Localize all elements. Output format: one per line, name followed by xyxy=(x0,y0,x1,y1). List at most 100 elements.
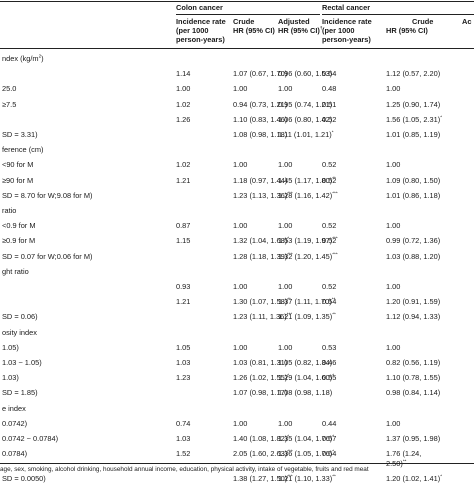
c-adj-cell: 1.06 (0.80, 1.42) xyxy=(278,114,333,124)
table-row: 1.05) 1.05 1.00 1.00 0.53 1.00 xyxy=(0,340,474,355)
r-crude-cell: 1.00 xyxy=(386,282,401,291)
r-inc-cell: 0.52 xyxy=(322,175,337,185)
section-row: osity index xyxy=(0,325,474,340)
r-inc-cell: 0.64 xyxy=(322,449,337,459)
significance-marker: *** xyxy=(332,251,338,257)
label-cell: ference (cm) xyxy=(2,145,44,155)
label-cell: 0.0784) xyxy=(2,449,28,459)
c-adj-cell: 1.00 xyxy=(278,342,293,352)
significance-marker: * xyxy=(287,372,290,378)
significance-marker: * xyxy=(440,114,443,120)
c-inc-cell: 1.21 xyxy=(176,175,191,185)
table-row: 0.93 1.00 1.00 0.52 1.00 xyxy=(0,279,474,294)
c-crude-cell: 1.00 xyxy=(233,160,248,170)
significance-marker: ** xyxy=(331,296,336,302)
c-inc-cell: 1.05 xyxy=(176,342,191,352)
significance-marker: * xyxy=(440,473,443,479)
r-inc-cell: 0.53 xyxy=(322,342,337,352)
c-adj-cell: 1.36 (1.05, 1.76)* xyxy=(278,448,335,459)
r-inc-cell: 0.52 xyxy=(322,236,337,246)
table-row: SD = 8.70 for W;9.08 for M) 1.23 (1.13, 1… xyxy=(0,188,474,203)
r-crude-cell: 1.01 (0.86, 1.18) xyxy=(386,190,441,200)
c-crude-cell: 1.07 (0.98, 1.17) xyxy=(233,388,288,398)
section-row: ndex (kg/m2) xyxy=(0,51,474,66)
c-inc-cell: 0.74 xyxy=(176,418,191,428)
table-row: ≥7.5 1.02 0.94 (0.73, 1.21) 0.95 (0.74, 1.2… xyxy=(0,97,474,112)
rectal-cancer-header: Rectal cancer xyxy=(322,3,371,12)
c-inc-cell: 1.14 xyxy=(176,69,191,79)
label-cell: SD = 3.31) xyxy=(2,130,38,139)
table-row: <0.9 for M 0.87 1.00 1.00 0.52 1.00 xyxy=(0,218,474,233)
section-row: e index xyxy=(0,401,474,416)
table-row: 1.14 1.07 (0.67, 1.70) 0.96 (0.60, 1.53) 0.… xyxy=(0,66,474,81)
r-inc-cell: 0.51 xyxy=(322,99,337,109)
c-crude-cell: 1.00 xyxy=(233,282,248,291)
r-crude-cell: 1.56 (1.05, 2.31)* xyxy=(386,114,443,124)
c-inc-cell: 1.15 xyxy=(176,236,191,246)
r-inc-cell: 0.52 xyxy=(322,114,337,124)
c-crude-cell: 1.18 (0.97, 1.44) xyxy=(233,175,288,185)
bottom-rule xyxy=(0,463,474,464)
table-row: ≥0.9 for M 1.15 1.32 (1.04, 1.68)* 1.53 (1.… xyxy=(0,233,474,248)
r-inc-cell: 0.48 xyxy=(322,84,337,94)
label-cell: SD = 8.70 for W;9.08 for M) xyxy=(2,190,93,200)
significance-marker: * xyxy=(332,372,335,378)
rectal-incidence-header-3: person-years) xyxy=(322,35,371,44)
label-cell: ≥90 for M xyxy=(2,175,34,185)
table-row: 25.0 1.00 1.00 1.00 0.48 1.00 xyxy=(0,81,474,96)
c-adj-cell: 1.21 (1.10, 1.33)** xyxy=(278,473,336,484)
label-cell: ≥7.5 xyxy=(2,99,17,109)
table-row: 0.0742) 0.74 1.00 1.00 0.44 1.00 xyxy=(0,416,474,431)
r-crude-cell: 0.82 (0.56, 1.19) xyxy=(386,358,441,367)
label-cell: 1.03 ~ 1.05) xyxy=(2,358,42,367)
r-crude-cell: 1.00 xyxy=(386,418,401,428)
r-crude-cell: 1.76 (1.24, xyxy=(386,449,422,459)
c-inc-cell: 1.23 xyxy=(176,373,191,383)
label-cell: <0.9 for M xyxy=(2,221,36,231)
r-crude-cell: 1.20 (0.91, 1.59) xyxy=(386,297,441,307)
colon-incidence-header-1: Incidence rate xyxy=(176,17,226,26)
c-inc-cell: 0.87 xyxy=(176,221,191,231)
c-crude-cell: 1.28 (1.18, 1.39)*** xyxy=(233,251,293,261)
significance-marker: * xyxy=(331,129,334,135)
significance-marker: * xyxy=(287,433,290,439)
table-row: 1.26 1.10 (0.83, 1.46) 1.06 (0.80, 1.42) 0.… xyxy=(0,112,474,127)
label-cell: <90 for M xyxy=(2,160,34,170)
r-crude-cell: 1.01 (0.85, 1.19) xyxy=(386,130,441,139)
c-crude-cell: 1.23 (1.11, 1.36)*** xyxy=(233,311,293,322)
table-row: SD = 1.85) 1.07 (0.98, 1.17) 1.08 (0.98, 1… xyxy=(0,385,474,400)
r-crude-cell: 1.10 (0.78, 1.55) xyxy=(386,373,441,383)
c-crude-cell: 1.00 xyxy=(233,418,248,428)
rectal-group-rule xyxy=(322,14,474,15)
rectal-adjusted-header-partial: Ac xyxy=(462,17,472,26)
r-inc-cell: 0.46 xyxy=(322,358,337,367)
label-cell: SD = 1.85) xyxy=(2,388,38,398)
r-crude-cell: 0.98 (0.84, 1.14) xyxy=(386,388,441,398)
c-inc-cell: 1.00 xyxy=(176,84,191,94)
rectal-crude-header-2: HR (95% CI) xyxy=(386,26,428,35)
label-cell: ght ratio xyxy=(2,266,29,276)
c-adj-cell: 0.96 (0.60, 1.53) xyxy=(278,69,333,79)
c-inc-cell: 1.03 xyxy=(176,358,191,367)
table-header: Colon cancer Rectal cancer Incidence rat… xyxy=(0,2,474,74)
colon-crude-header-2: HR (95% CI) xyxy=(233,26,275,35)
significance-marker: *** xyxy=(287,190,293,196)
significance-marker: * xyxy=(332,448,335,454)
rectal-incidence-header-2: (per 1000 xyxy=(322,26,355,35)
label-cell: osity index xyxy=(2,327,37,337)
section-row: ght ratio xyxy=(0,264,474,279)
c-inc-cell: 1.21 xyxy=(176,297,191,307)
r-inc-cell: 0.54 xyxy=(322,297,337,307)
r-crude-cell: 1.00 xyxy=(386,84,401,94)
r-inc-cell: 0.54 xyxy=(322,69,337,79)
rectal-incidence-header-1: Incidence rate xyxy=(322,17,372,26)
significance-marker: * xyxy=(287,235,290,241)
c-adj-cell: 1.00 xyxy=(278,282,293,291)
label-cell: 0.0742) xyxy=(2,418,28,428)
significance-marker: 2 xyxy=(38,53,42,59)
rectal-crude-header-1: Crude xyxy=(412,17,434,26)
r-crude-cell: 1.37 (0.95, 1.98) xyxy=(386,434,441,443)
c-inc-cell: 1.26 xyxy=(176,114,191,124)
c-inc-cell: 1.02 xyxy=(176,160,191,170)
c-adj-cell: 1.37 (1.11, 1.70)** xyxy=(278,296,336,307)
